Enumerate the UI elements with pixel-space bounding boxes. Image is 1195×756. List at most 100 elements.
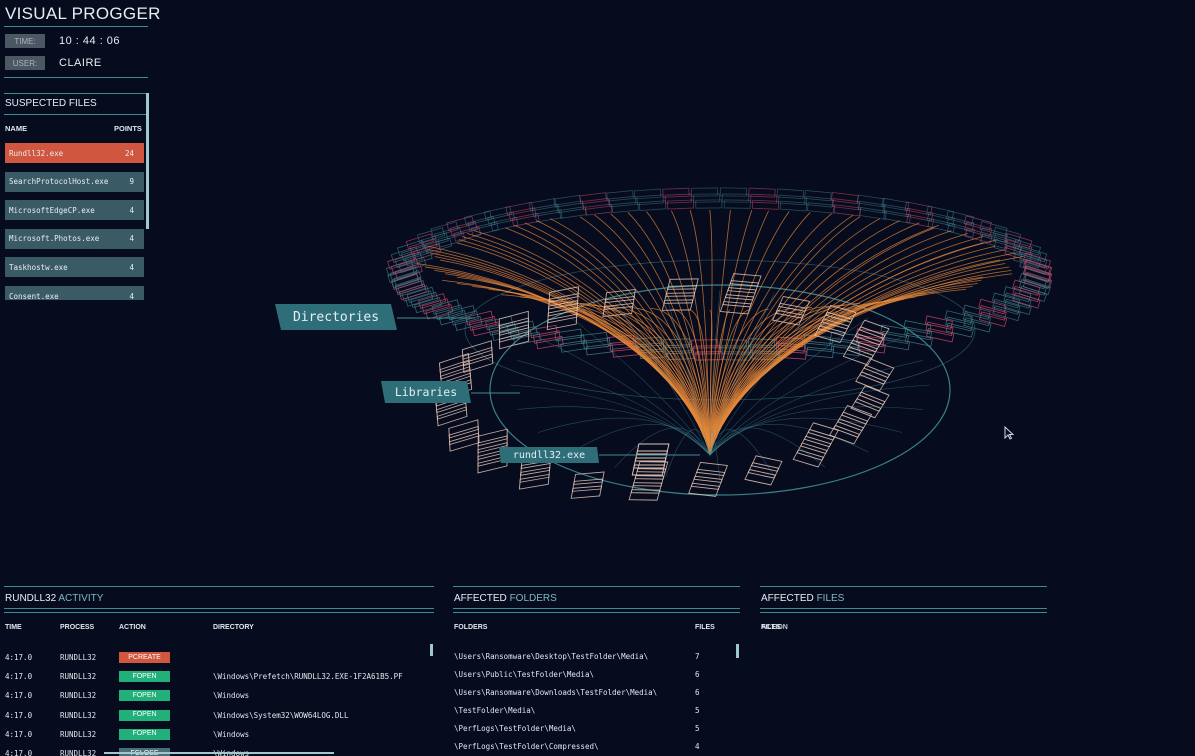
visualization-canvas[interactable] xyxy=(230,180,1100,520)
col-action-header: ACTION xyxy=(761,624,788,631)
activity-directory: \Windows\Prefetch\RUNDLL32.EXE-1F2A61B5.… xyxy=(213,671,403,683)
folders-scrollbar[interactable] xyxy=(736,644,739,658)
library-node xyxy=(574,472,604,484)
folders-panel: AFFECTED FOLDERS FOLDERS FILES \Users\Ra… xyxy=(453,586,740,756)
suspected-file-name: Rundll32.exe xyxy=(9,149,63,158)
process-callout[interactable]: rundll32.exe xyxy=(499,447,599,463)
folder-file-count: 4 xyxy=(695,741,700,753)
divider xyxy=(4,114,146,115)
app-title: VISUAL PROGGER xyxy=(5,4,161,24)
libraries-callout[interactable]: Libraries xyxy=(381,381,471,403)
suspected-files-panel: SUSPECTED FILES NAME POINTS Rundll32.exe… xyxy=(4,93,150,300)
action-badge: FOPEN xyxy=(119,671,170,682)
suspected-file-row[interactable]: Rundll32.exe 24 xyxy=(5,143,144,163)
suspected-file-points: 24 xyxy=(125,149,134,158)
directory-node xyxy=(639,201,665,211)
folder-row[interactable]: \Users\Ransomware\Desktop\TestFolder\Med… xyxy=(453,651,733,663)
suspected-file-name: Consent.exe xyxy=(9,292,59,301)
activity-scrollbar[interactable] xyxy=(430,644,433,656)
activity-time: 4:17.0 xyxy=(5,690,32,702)
activity-row[interactable]: 4:17.0 RUNDLL32 FOPEN \Windows\System32\WOW… xyxy=(4,710,429,722)
library-node xyxy=(801,436,831,453)
folder-row[interactable]: \Users\Ransomware\Downloads\TestFolder\M… xyxy=(453,687,733,699)
directory-node xyxy=(777,189,803,199)
library-node xyxy=(572,479,602,491)
divider xyxy=(4,93,146,94)
folder-row[interactable]: \Users\Public\TestFolder\Media\ 6 xyxy=(453,669,733,681)
divider xyxy=(453,612,740,613)
activity-hscrollbar[interactable] xyxy=(104,752,334,754)
activity-row[interactable]: 4:17.0 RUNDLL32 FOPEN \Windows\Prefetch\RUN… xyxy=(4,671,429,683)
folder-path: \TestFolder\Media\ xyxy=(454,705,535,717)
directory-node xyxy=(607,191,634,201)
directory-node xyxy=(833,199,860,210)
process-node xyxy=(635,451,667,461)
library-node xyxy=(440,360,470,379)
divider xyxy=(4,26,148,27)
directory-node xyxy=(858,201,885,213)
time-value: 10 : 44 : 06 xyxy=(59,35,120,47)
library-node xyxy=(633,476,664,486)
divider xyxy=(760,586,1047,587)
folder-path: \Users\Public\TestFolder\Media\ xyxy=(454,669,594,681)
suspected-file-row[interactable]: MicrosoftEdgeCP.exe 4 xyxy=(5,200,144,220)
activity-row[interactable]: 4:17.0 RUNDLL32 FOPEN \Windows xyxy=(4,729,429,741)
directory-node xyxy=(722,194,748,202)
action-badge: FOPEN xyxy=(119,710,170,721)
files-title-prefix: AFFECTED xyxy=(761,593,814,604)
files-panel: AFFECTED FILES FILES ACTION xyxy=(760,586,1047,756)
folder-row[interactable]: \PerfLogs\TestFolder\Compressed\ 4 xyxy=(453,741,733,753)
directory-node xyxy=(807,347,834,357)
library-node xyxy=(808,423,838,440)
directory-node xyxy=(696,200,722,208)
library-node xyxy=(450,433,479,451)
folder-row[interactable]: \PerfLogs\TestFolder\Media\ 5 xyxy=(453,723,733,735)
suspected-file-row[interactable]: Taskhostw.exe 4 xyxy=(5,257,144,277)
activity-title-suffix: ACTIVITY xyxy=(58,593,103,604)
activity-time: 4:17.0 xyxy=(5,710,32,722)
divider xyxy=(4,612,434,613)
library-node xyxy=(449,426,478,444)
directory-node xyxy=(667,200,693,209)
col-process-header: PROCESS xyxy=(60,624,94,631)
suspected-file-row[interactable]: Consent.exe 4 xyxy=(5,286,144,300)
folder-file-count: 6 xyxy=(695,687,700,699)
suspected-files-scrollbar[interactable] xyxy=(146,93,149,229)
files-title-suffix: FILES xyxy=(817,593,845,604)
folder-file-count: 6 xyxy=(695,669,700,681)
col-points-header: POINTS xyxy=(114,124,142,133)
directory-node xyxy=(779,195,805,205)
activity-row[interactable]: 4:17.0 RUNDLL32 FOPEN \Windows xyxy=(4,690,429,702)
activity-row[interactable]: 4:17.0 RUNDLL32 PCREATE xyxy=(4,652,429,664)
directory-node xyxy=(582,198,609,209)
suspected-file-row[interactable]: Microsoft.Photos.exe 4 xyxy=(5,229,144,249)
directory-ring xyxy=(465,260,975,400)
user-value: CLAIRE xyxy=(59,57,102,69)
activity-time: 4:17.0 xyxy=(5,748,32,756)
suspected-file-name: Taskhostw.exe xyxy=(9,263,68,272)
library-node xyxy=(804,430,834,447)
activity-directory: \Windows xyxy=(213,690,249,702)
suspected-file-name: MicrosoftEdgeCP.exe xyxy=(9,206,95,215)
folders-title: AFFECTED FOLDERS xyxy=(454,593,557,604)
directory-node xyxy=(831,332,858,343)
directories-callout[interactable]: Directories xyxy=(275,304,397,330)
directory-node xyxy=(665,194,691,203)
activity-directory: \Windows xyxy=(213,729,249,741)
suspected-file-name: SearchProtocolHost.exe xyxy=(9,177,108,186)
library-node xyxy=(725,288,756,300)
action-badge: PCREATE xyxy=(119,652,170,663)
folders-title-suffix: FOLDERS xyxy=(510,593,557,604)
suspected-file-points: 4 xyxy=(129,292,134,301)
folder-row[interactable]: \TestFolder\Media\ 5 xyxy=(453,705,733,717)
process-node xyxy=(632,465,664,475)
directory-node xyxy=(831,192,858,203)
process-visualization[interactable] xyxy=(230,180,1100,520)
directory-node xyxy=(859,208,886,220)
directory-node xyxy=(634,189,660,199)
suspected-file-points: 4 xyxy=(129,263,134,272)
suspected-file-row[interactable]: SearchProtocolHost.exe 9 xyxy=(5,172,144,192)
folder-file-count: 5 xyxy=(695,723,700,735)
activity-process: RUNDLL32 xyxy=(60,671,96,683)
folder-path: \Users\Ransomware\Desktop\TestFolder\Med… xyxy=(454,651,648,663)
